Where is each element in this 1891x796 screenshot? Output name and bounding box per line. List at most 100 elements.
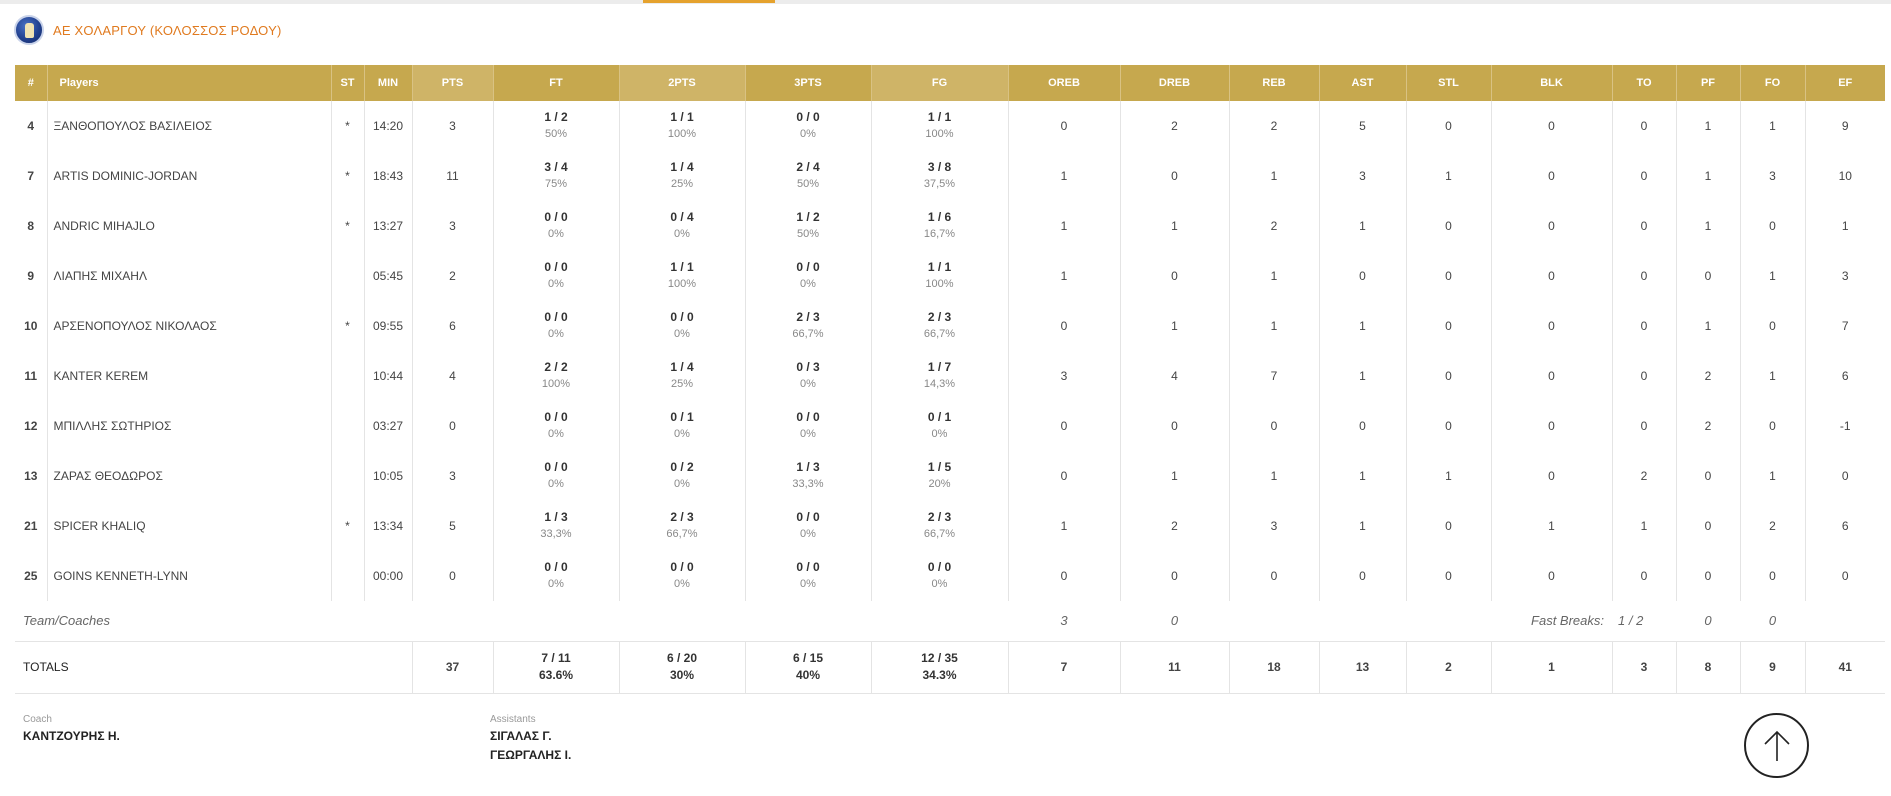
col-players[interactable]: Players bbox=[47, 65, 332, 101]
off-rebounds: 1 bbox=[1008, 201, 1121, 251]
team-dreb: 0 bbox=[1170, 613, 1179, 629]
def-rebounds: 2 bbox=[1120, 101, 1230, 151]
points: 3 bbox=[412, 201, 494, 251]
player-name[interactable]: ARTIS DOMINIC-JORDAN bbox=[47, 151, 332, 201]
three-pointers: 0 / 0 0% bbox=[745, 401, 872, 451]
blocks: 1 bbox=[1491, 501, 1613, 551]
col-pts[interactable]: PTS bbox=[412, 65, 494, 101]
blocks: 0 bbox=[1491, 451, 1613, 501]
col-to[interactable]: TO bbox=[1612, 65, 1677, 101]
col-ft[interactable]: FT bbox=[493, 65, 620, 101]
minutes: 00:00 bbox=[364, 551, 413, 601]
player-name[interactable]: GOINS KENNETH-LYNN bbox=[47, 551, 332, 601]
totals-stl: 2 bbox=[1406, 640, 1492, 694]
player-name[interactable]: ΜΠΙΛΛΗΣ ΣΩΤΗΡΙΟΣ bbox=[47, 401, 332, 451]
turnovers: 0 bbox=[1612, 551, 1677, 601]
top-border bbox=[0, 0, 1891, 4]
rebounds: 0 bbox=[1229, 551, 1320, 601]
header-row: # Players ST MIN PTS FT 2PTS 3PTS FG ORE… bbox=[15, 65, 1885, 101]
def-rebounds: 0 bbox=[1120, 401, 1230, 451]
turnovers: 0 bbox=[1612, 151, 1677, 201]
rebounds: 7 bbox=[1229, 351, 1320, 401]
col-dreb[interactable]: DREB bbox=[1120, 65, 1230, 101]
player-name[interactable]: ΛΙΑΠΗΣ ΜΙΧΑΗΛ bbox=[47, 251, 332, 301]
col-blk[interactable]: BLK bbox=[1491, 65, 1613, 101]
field-goals: 1 / 6 16,7% bbox=[871, 201, 1009, 251]
field-goals: 0 / 1 0% bbox=[871, 401, 1009, 451]
blocks: 0 bbox=[1491, 551, 1613, 601]
col-ef[interactable]: EF bbox=[1805, 65, 1885, 101]
col-pf[interactable]: PF bbox=[1676, 65, 1741, 101]
coach-name: ΚΑΝΤΖΟΥΡΗΣ Η. bbox=[23, 729, 120, 743]
minutes: 03:27 bbox=[364, 401, 413, 451]
col-3pts[interactable]: 3PTS bbox=[745, 65, 872, 101]
col-2pts[interactable]: 2PTS bbox=[619, 65, 746, 101]
starter-mark bbox=[331, 451, 365, 501]
fouls-drawn: 1 bbox=[1740, 101, 1806, 151]
three-pointers: 0 / 0 0% bbox=[745, 551, 872, 601]
col-num[interactable]: # bbox=[15, 65, 48, 101]
player-name[interactable]: ΖΑΡΑΣ ΘΕΟΔΩΡΟΣ bbox=[47, 451, 332, 501]
def-rebounds: 0 bbox=[1120, 251, 1230, 301]
assists: 0 bbox=[1319, 251, 1407, 301]
col-oreb[interactable]: OREB bbox=[1008, 65, 1121, 101]
turnovers: 0 bbox=[1612, 301, 1677, 351]
table-row: 4 ΞΑΝΘΟΠΟΥΛΟΣ ΒΑΣΙΛΕΙΟΣ * 14:20 3 1 / 2 50% 1 /… bbox=[15, 101, 1885, 151]
player-name[interactable]: KANTER KEREM bbox=[47, 351, 332, 401]
col-reb[interactable]: REB bbox=[1229, 65, 1320, 101]
two-pointers: 2 / 3 66,7% bbox=[619, 501, 746, 551]
efficiency: 7 bbox=[1841, 319, 1849, 333]
totals-2pts: 6 / 20 30% bbox=[619, 640, 746, 694]
rebounds: 1 bbox=[1229, 151, 1320, 201]
blocks: 0 bbox=[1491, 151, 1613, 201]
two-pointers: 1 / 1 100% bbox=[619, 251, 746, 301]
coach-label: Coach bbox=[23, 714, 52, 725]
fouls-drawn: 0 bbox=[1740, 551, 1806, 601]
rebounds: 1 bbox=[1229, 301, 1320, 351]
efficiency: 1 bbox=[1841, 219, 1849, 233]
col-min[interactable]: MIN bbox=[364, 65, 413, 101]
personal-fouls: 2 bbox=[1676, 401, 1741, 451]
player-number: 21 bbox=[15, 501, 48, 551]
off-rebounds: 0 bbox=[1008, 551, 1121, 601]
free-throws: 0 / 0 0% bbox=[493, 401, 620, 451]
scroll-to-top-button[interactable] bbox=[1744, 713, 1809, 778]
two-pointers: 1 / 4 25% bbox=[619, 151, 746, 201]
col-fo[interactable]: FO bbox=[1740, 65, 1806, 101]
player-name[interactable]: ΞΑΝΘΟΠΟΥΛΟΣ ΒΑΣΙΛΕΙΟΣ bbox=[47, 101, 332, 151]
free-throws: 0 / 0 0% bbox=[493, 251, 620, 301]
def-rebounds: 1 bbox=[1120, 301, 1230, 351]
off-rebounds: 1 bbox=[1008, 501, 1121, 551]
col-stl[interactable]: STL bbox=[1406, 65, 1492, 101]
three-pointers: 1 / 3 33,3% bbox=[745, 451, 872, 501]
def-rebounds: 1 bbox=[1120, 201, 1230, 251]
assistant-name: ΣΙΓΑΛΑΣ Γ. bbox=[490, 729, 552, 743]
assists: 1 bbox=[1319, 501, 1407, 551]
totals-to: 3 bbox=[1612, 640, 1677, 694]
fouls-drawn: 2 bbox=[1740, 501, 1806, 551]
minutes: 14:20 bbox=[364, 101, 413, 151]
two-pointers: 0 / 1 0% bbox=[619, 401, 746, 451]
personal-fouls: 1 bbox=[1676, 201, 1741, 251]
starter-mark: * bbox=[331, 501, 365, 551]
assists: 1 bbox=[1319, 351, 1407, 401]
col-fg[interactable]: FG bbox=[871, 65, 1009, 101]
table-row: 12 ΜΠΙΛΛΗΣ ΣΩΤΗΡΙΟΣ 03:27 0 0 / 0 0% 0 / 1 0% 0 … bbox=[15, 401, 1885, 451]
player-name[interactable]: ANDRIC MIHAJLO bbox=[47, 201, 332, 251]
three-pointers: 0 / 3 0% bbox=[745, 351, 872, 401]
totals-fo: 9 bbox=[1740, 640, 1806, 694]
free-throws: 0 / 0 0% bbox=[493, 451, 620, 501]
off-rebounds: 0 bbox=[1008, 301, 1121, 351]
team-name: ΑΕ ΧΟΛΑΡΓΟΥ (ΚΟΛΟΣΣΟΣ ΡΟΔΟΥ) bbox=[53, 22, 282, 38]
totals-ast: 13 bbox=[1319, 640, 1407, 694]
player-name[interactable]: SPICER KHALIQ bbox=[47, 501, 332, 551]
turnovers: 0 bbox=[1612, 401, 1677, 451]
col-ast[interactable]: AST bbox=[1319, 65, 1407, 101]
player-name[interactable]: ΑΡΣΕΝΟΠΟΥΛΟΣ ΝΙΚΟΛΑΟΣ bbox=[47, 301, 332, 351]
col-st[interactable]: ST bbox=[331, 65, 365, 101]
steals: 0 bbox=[1406, 501, 1492, 551]
blocks: 0 bbox=[1491, 301, 1613, 351]
two-pointers: 0 / 2 0% bbox=[619, 451, 746, 501]
fouls-drawn: 1 bbox=[1740, 351, 1806, 401]
blocks: 0 bbox=[1491, 101, 1613, 151]
